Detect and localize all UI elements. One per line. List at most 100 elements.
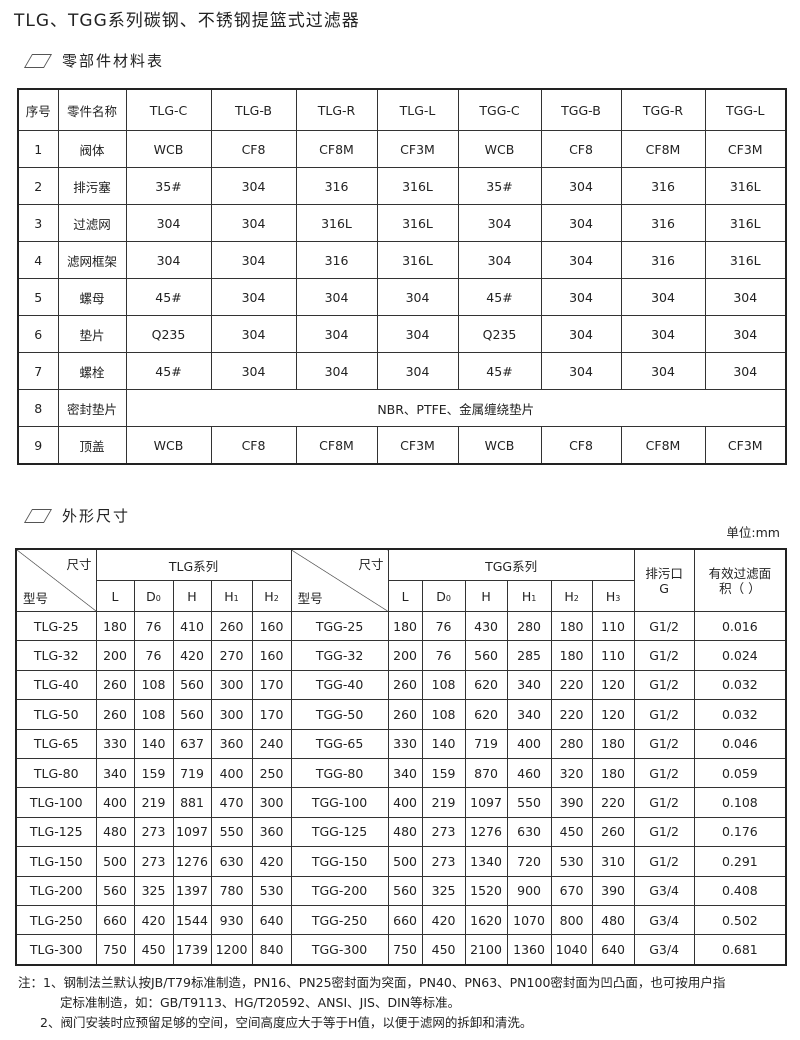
table-cell: WCB <box>457 130 542 168</box>
table-row: 7 螺栓 45# 304 304 304 45# 304 304 304 <box>17 352 787 390</box>
table-cell: 220 <box>591 787 635 818</box>
table-cell: TGG-80 <box>290 757 389 789</box>
table-cell: 304 <box>295 352 378 390</box>
table-cell: 316L <box>704 167 787 205</box>
table-cell: 881 <box>172 787 212 818</box>
column-header: TLG-L <box>376 88 459 131</box>
table-cell: CF8M <box>295 130 378 168</box>
column-header: H2 <box>550 580 593 612</box>
header-row: 序号 零件名称 TLG-C TLG-B TLG-R TLG-L TGG-C TGG-B TGG-… <box>17 88 787 131</box>
table-cell: 76 <box>133 640 174 671</box>
table-cell: 340 <box>387 757 423 789</box>
column-header: TLG-C <box>125 88 212 131</box>
table-row: 9 顶盖 WCB CF8 CF8M CF3M WCB CF8 CF8M CF3M <box>17 426 787 465</box>
table-cell: 630 <box>210 846 253 877</box>
table-cell: CF8M <box>620 130 706 168</box>
section-marker-icon <box>23 53 53 68</box>
table-cell: 560 <box>172 669 212 701</box>
table-cell: G1/2 <box>633 787 695 818</box>
note-1-cont: 定标准制造，如：GB/T9113、HG/T20592、ANSI、JIS、DIN等… <box>60 995 461 1010</box>
table-cell: 360 <box>210 728 253 759</box>
table-cell: 1397 <box>172 875 212 906</box>
table-cell: 304 <box>540 352 622 390</box>
table-cell: 260 <box>387 699 423 730</box>
note-2: 2、阀门安装时应预留足够的空间，空间高度应大于等于H值，以便于滤网的拆卸和清洗。 <box>40 1015 533 1030</box>
table-cell: TLG-65 <box>15 728 97 759</box>
table-cell: 660 <box>387 904 423 936</box>
table-cell: 260 <box>95 699 135 730</box>
table-cell: 76 <box>421 640 466 671</box>
table-cell: 4 <box>17 241 59 279</box>
table-cell: 45# <box>125 352 212 390</box>
table-cell: 800 <box>550 904 593 936</box>
table-cell: 316 <box>295 167 378 205</box>
table-cell: G3/4 <box>633 875 695 906</box>
table-cell: TGG-200 <box>290 875 389 906</box>
table-cell: CF8 <box>540 426 622 465</box>
table-cell: 110 <box>591 640 635 671</box>
table-cell: 140 <box>133 728 174 759</box>
table-cell: 304 <box>540 204 622 242</box>
table-cell: G3/4 <box>633 934 695 966</box>
table-cell: 304 <box>210 278 297 316</box>
table-row: 8 密封垫片 NBR、PTFE、金属缠绕垫片 <box>17 389 787 427</box>
table-cell: TGG-100 <box>290 787 389 818</box>
table-row: TLG-32 200 76 420 270 160 TGG-32 200 76 560 285 180… <box>15 640 787 671</box>
drain-header: 排污口G <box>633 548 695 612</box>
table-cell: 560 <box>95 875 135 906</box>
table-cell: 480 <box>387 816 423 848</box>
tgg-corner-header: 尺寸 型号 <box>290 548 389 612</box>
table-cell: 200 <box>95 640 135 671</box>
table-row: 1 阀体 WCB CF8 CF8M CF3M WCB CF8 CF8M CF3M <box>17 130 787 168</box>
table-cell: 0.176 <box>693 816 787 848</box>
table-cell: TGG-25 <box>290 610 389 642</box>
table-cell: 260 <box>591 816 635 848</box>
table-cell: 320 <box>550 757 593 789</box>
table-cell: 560 <box>464 640 508 671</box>
table-cell: CF8M <box>620 426 706 465</box>
table-cell: G1/2 <box>633 610 695 642</box>
table-cell: 304 <box>376 315 459 353</box>
column-header: 序号 <box>17 88 59 131</box>
table-cell: TLG-32 <box>15 640 97 671</box>
materials-heading: 零部件材料表 <box>62 52 165 70</box>
table-cell: 170 <box>251 699 292 730</box>
table-cell: 304 <box>540 315 622 353</box>
table-cell: 219 <box>421 787 466 818</box>
table-cell: 304 <box>704 278 787 316</box>
table-row: TLG-250 660 420 1544 930 640 TGG-250 660 420 1620… <box>15 904 787 936</box>
table-cell: 325 <box>421 875 466 906</box>
table-cell: CF8 <box>210 426 297 465</box>
table-cell: 9 <box>17 426 59 465</box>
table-cell: 330 <box>387 728 423 759</box>
table-cell: 滤网框架 <box>57 241 127 279</box>
table-cell: 719 <box>172 757 212 789</box>
table-cell: 1739 <box>172 934 212 966</box>
subscript: 0 <box>155 593 161 603</box>
table-row: TLG-300 750 450 1739 1200 840 TGG-300 750 450 210… <box>15 934 787 966</box>
table-cell: 排污塞 <box>57 167 127 205</box>
column-header: TLG-R <box>295 88 378 131</box>
table-cell: 304 <box>210 204 297 242</box>
table-cell: 420 <box>421 904 466 936</box>
model-label: 型号 <box>23 591 49 606</box>
table-cell: 304 <box>704 315 787 353</box>
table-cell: 304 <box>704 352 787 390</box>
table-cell: G3/4 <box>633 904 695 936</box>
table-cell: TGG-300 <box>290 934 389 966</box>
table-cell: 340 <box>506 669 552 701</box>
table-cell: 304 <box>125 241 212 279</box>
column-header: D0 <box>421 580 466 612</box>
table-cell: 0.291 <box>693 846 787 877</box>
table-cell: 304 <box>620 315 706 353</box>
table-cell: 180 <box>550 610 593 642</box>
table-cell: 108 <box>133 669 174 701</box>
table-cell: 273 <box>421 846 466 877</box>
table-cell: 420 <box>133 904 174 936</box>
table-cell: 340 <box>95 757 135 789</box>
table-cell: TLG-40 <box>15 669 97 701</box>
tlg-corner-header: 尺寸型号 <box>15 548 97 612</box>
table-cell: 1340 <box>464 846 508 877</box>
size-label: 尺寸 <box>66 557 92 572</box>
table-cell: 620 <box>464 669 508 701</box>
